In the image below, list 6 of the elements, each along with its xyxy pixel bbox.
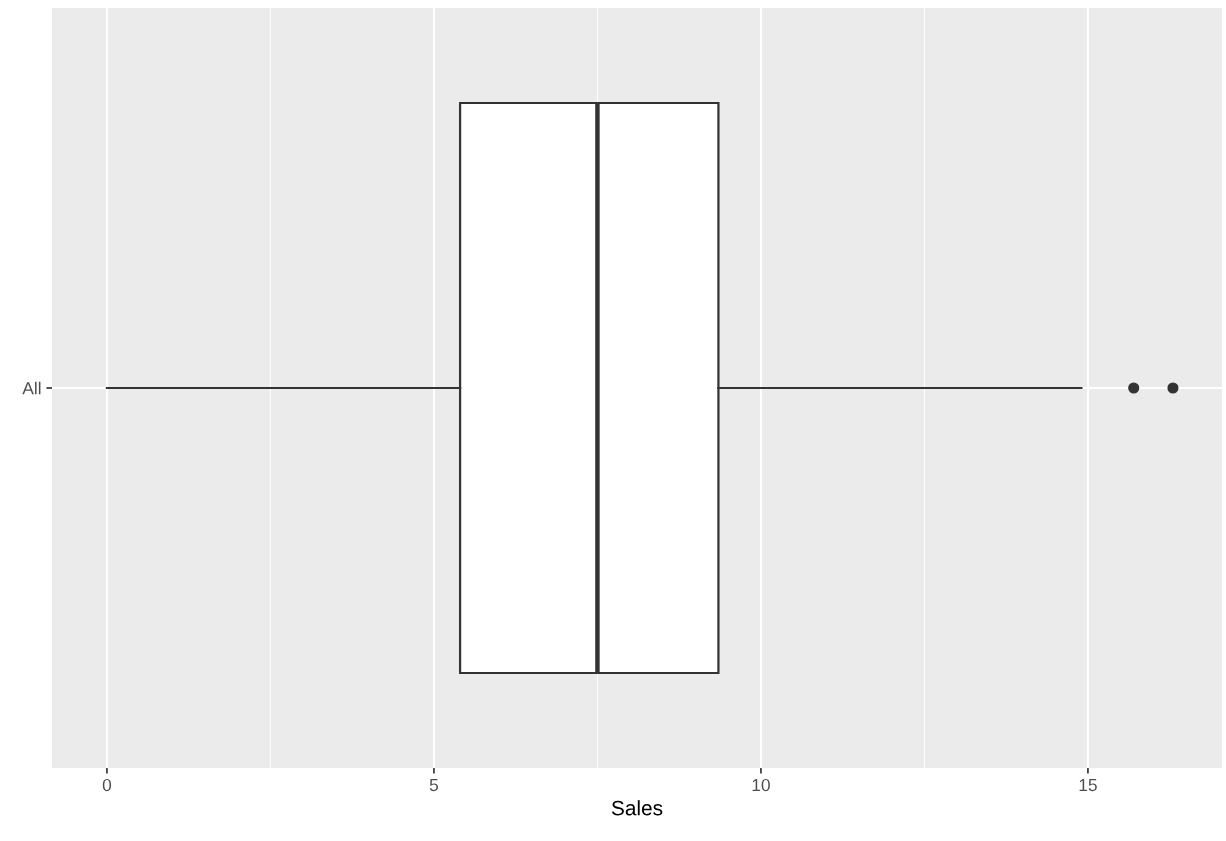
x-tick-label: 0 [102, 778, 112, 792]
x-tick-label: 15 [1079, 779, 1097, 792]
x-axis-title: Sales [611, 800, 663, 816]
x-tick-label: 5 [429, 779, 439, 792]
y-tick-label: All [22, 381, 41, 395]
x-tick-label: 10 [752, 778, 770, 792]
